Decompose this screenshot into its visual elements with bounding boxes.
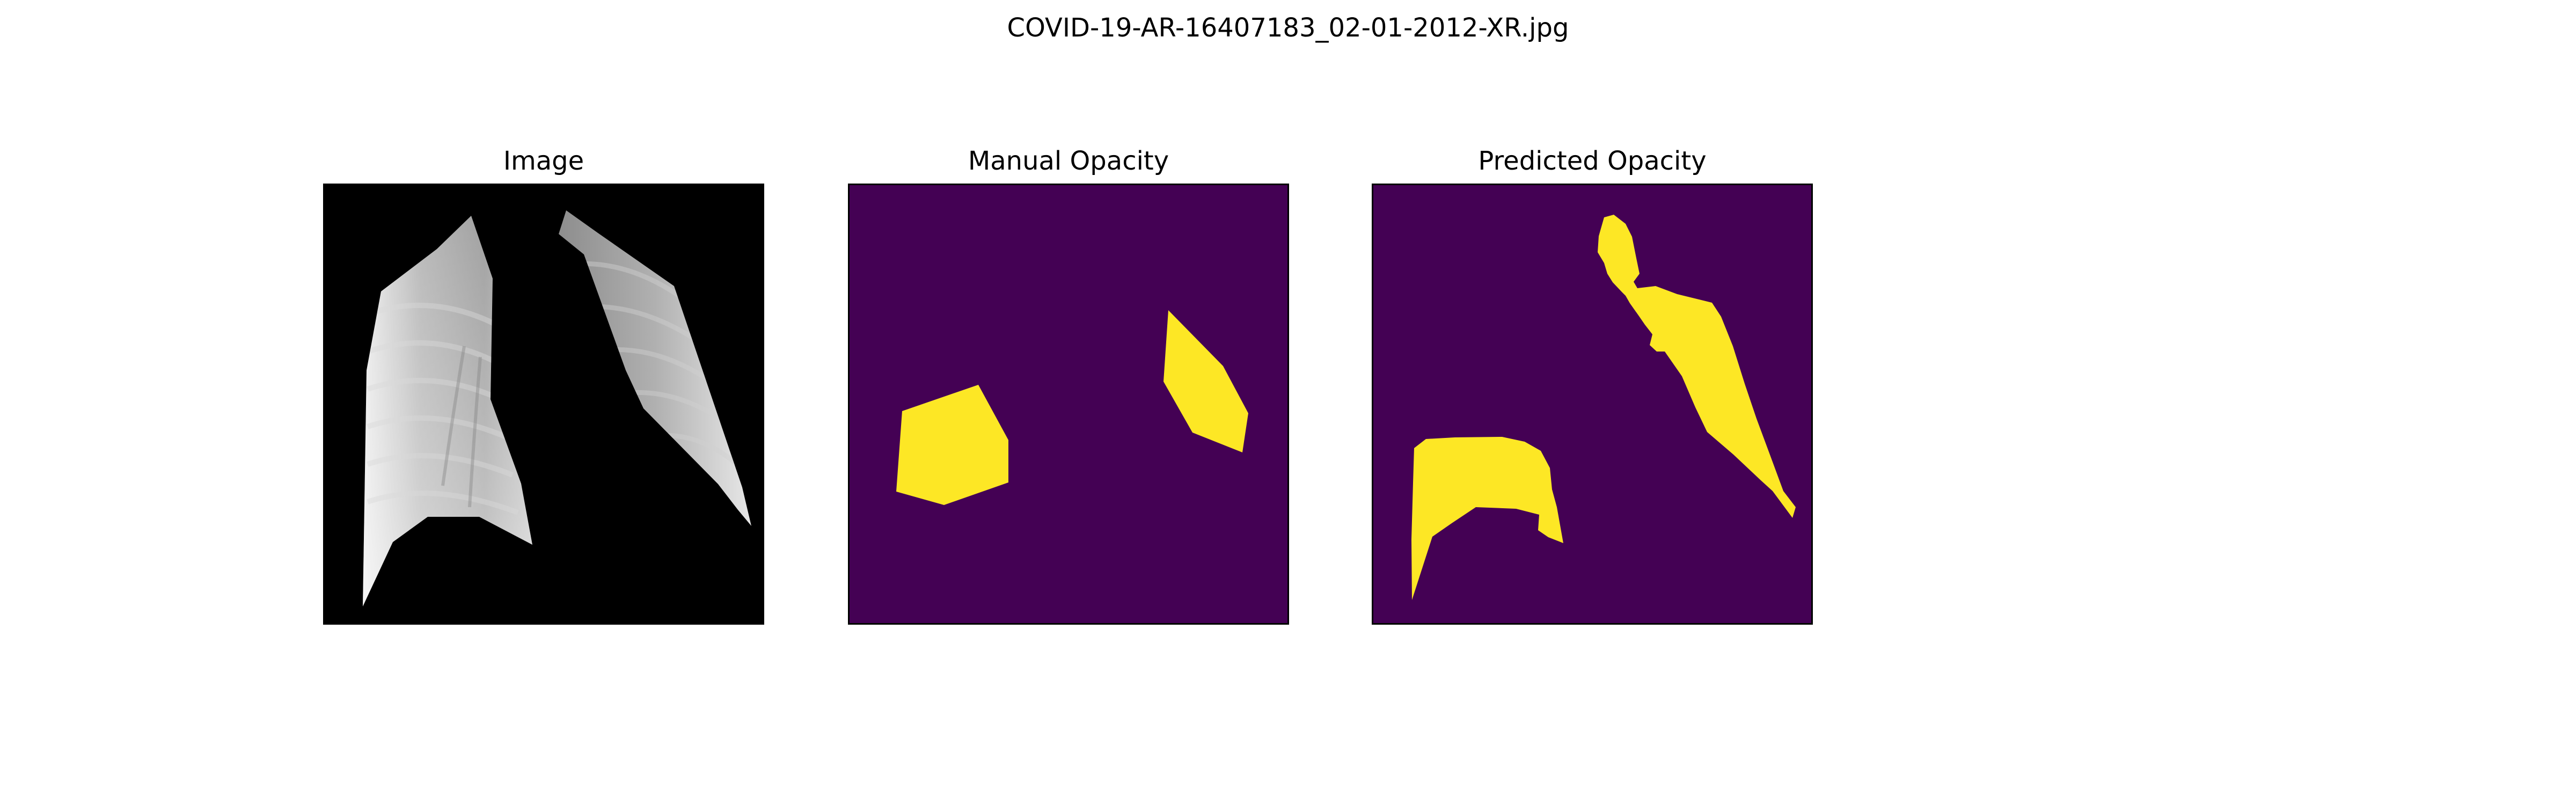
panel-predicted-opacity [1372,184,1813,625]
figure-title: COVID-19-AR-16407183_02-01-2012-XR.jpg [0,6,2576,49]
predicted-opacity-mask [1373,185,1811,623]
panel-title-manual-opacity: Manual Opacity [848,144,1289,178]
panel-manual-opacity [848,184,1289,625]
panel-image [323,184,764,625]
panel-title-image: Image [323,144,764,178]
lung-xray-image [325,185,763,623]
manual-opacity-mask [850,185,1287,623]
panel-title-predicted-opacity: Predicted Opacity [1372,144,1813,178]
